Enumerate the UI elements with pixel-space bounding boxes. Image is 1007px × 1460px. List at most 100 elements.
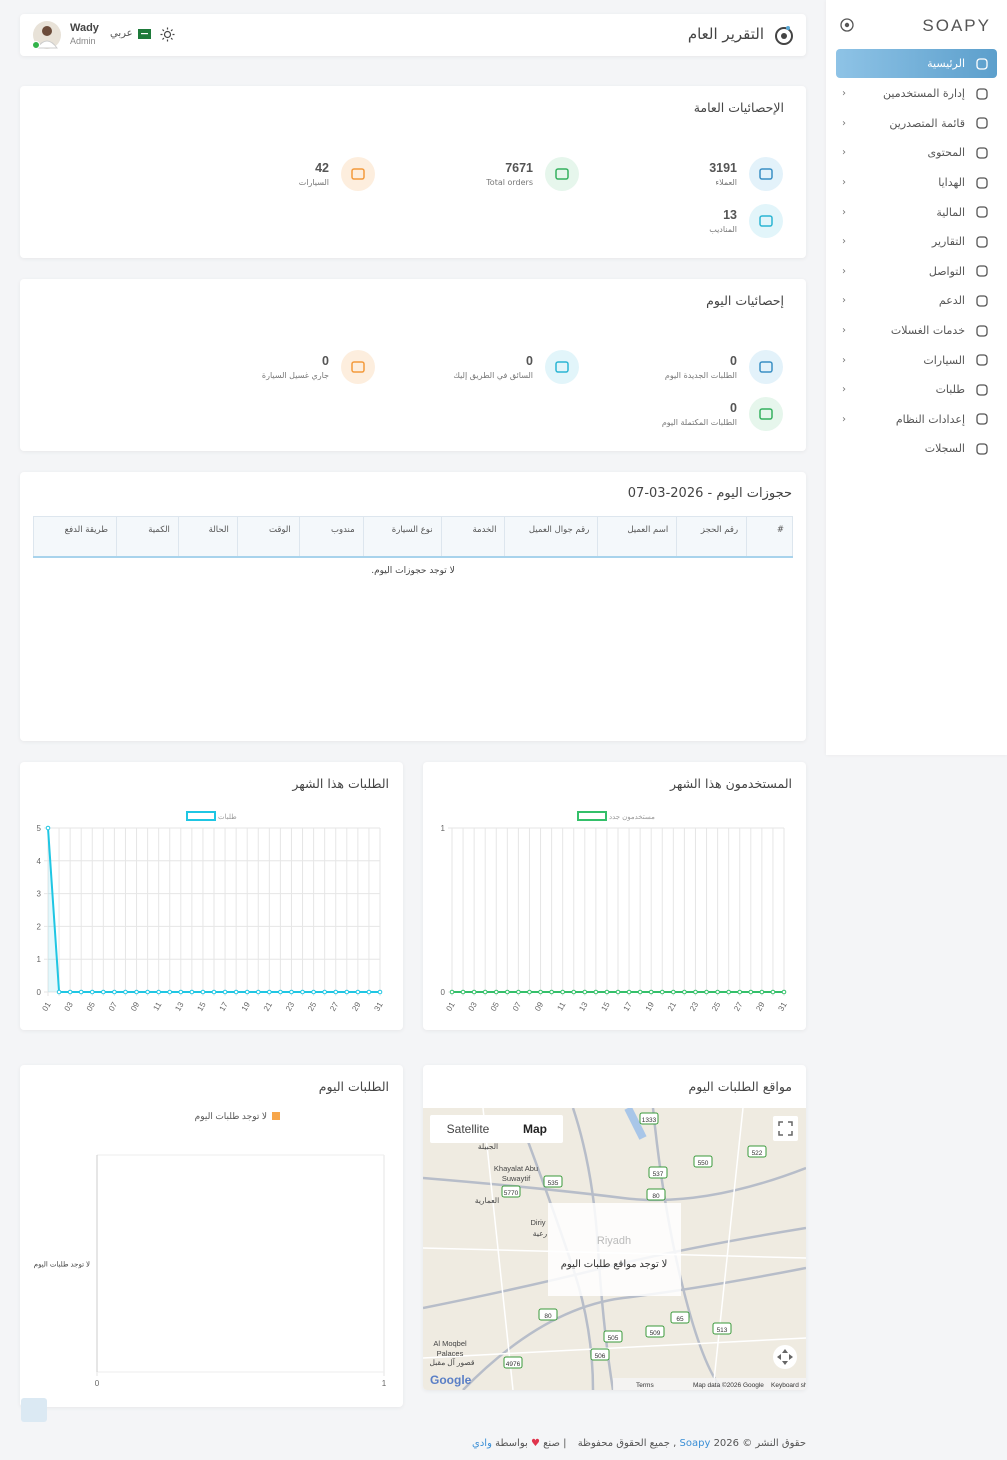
nav-label: المحتوى xyxy=(927,146,965,160)
x-tick-label: 19 xyxy=(644,1000,657,1013)
data-point xyxy=(693,989,698,995)
made: | صنع xyxy=(543,1438,567,1449)
chevron: ‹ xyxy=(842,384,846,396)
stats-grid: 0 الطلبات الجديدة اليوم 0 السائق في الطريق … xyxy=(171,343,783,437)
data-point xyxy=(626,989,632,995)
place-label: Diriy xyxy=(531,1218,546,1227)
stat-label: الطلبات الجديدة اليوم xyxy=(664,370,737,380)
language-switch[interactable]: عربي xyxy=(110,28,133,39)
nav-item[interactable]: خدمات الغسلات ‹ xyxy=(836,316,997,346)
map-type-button[interactable]: Map xyxy=(523,1122,547,1136)
stats-grid: 3191 العملاء 7671 Total orders 42 السيارات 13 ا… xyxy=(171,150,783,244)
nav-label: السيارات xyxy=(923,353,965,367)
header-icon xyxy=(775,26,793,45)
map-type-button[interactable]: Satellite xyxy=(447,1122,490,1136)
place-label: Palaces xyxy=(437,1349,464,1358)
stat-label: الطلبات المكتملة اليوم xyxy=(661,417,737,427)
column-header: طريقة الدفع xyxy=(33,516,117,558)
nav-item[interactable]: إعدادات النظام ‹ xyxy=(836,405,997,435)
column-header: رقم الحجز xyxy=(676,516,748,558)
data-point xyxy=(759,989,765,995)
nav-icon xyxy=(976,117,988,130)
stat-text: 3191 العملاء xyxy=(709,161,737,187)
card-title: الإحصائيات العامة xyxy=(693,100,784,115)
stat-glyph-shape xyxy=(759,360,773,373)
stat-icon xyxy=(749,203,783,238)
stat-label: جاري غسيل السيارة xyxy=(261,370,329,380)
nav-item[interactable]: طلبات ‹ xyxy=(836,375,997,405)
brand-link[interactable]: Soapy xyxy=(679,1438,711,1449)
map-footer-link[interactable]: Terms xyxy=(636,1382,654,1389)
place-label: قصور آل مقبل xyxy=(429,1357,474,1367)
nav-label: السجلات xyxy=(924,442,965,456)
theme-toggle[interactable] xyxy=(160,27,175,42)
stat-label: السائق في الطريق إليك xyxy=(453,370,533,380)
copyright: حقوق النشر © 2026 xyxy=(713,1438,806,1449)
legend-swatch xyxy=(577,811,607,821)
road-number: 4976 xyxy=(506,1361,521,1368)
user-name: Wady xyxy=(70,22,99,34)
scroll-top-button[interactable] xyxy=(21,1398,47,1422)
road-number: 537 xyxy=(653,1171,664,1178)
stat-item: 0 الطلبات المكتملة اليوم xyxy=(579,390,783,437)
map[interactable]: 1333 537 550 522 535 80 5770 65 513 505 509 506 4976… xyxy=(423,1108,806,1390)
stat-label: العملاء xyxy=(715,177,737,187)
nav-item[interactable]: التقارير ‹ xyxy=(836,227,997,257)
stat-value: 13 xyxy=(723,207,737,222)
data-point xyxy=(123,989,128,995)
x-tick-label: 01 xyxy=(40,1000,53,1013)
nav-item[interactable]: الدعم ‹ xyxy=(836,286,997,316)
place-label: Al Moqbel xyxy=(433,1339,467,1348)
nav-item[interactable]: السيارات ‹ xyxy=(836,345,997,375)
nav-item[interactable]: السجلات xyxy=(836,434,997,464)
road-shield xyxy=(501,1185,521,1198)
road-number: 505 xyxy=(608,1335,619,1342)
nav-item[interactable]: الهدايا ‹ xyxy=(836,168,997,198)
x-tick-label: 21 xyxy=(666,1000,679,1013)
stat-glyph xyxy=(555,167,569,180)
data-point xyxy=(112,989,117,995)
data-point xyxy=(682,989,687,995)
nav-icon xyxy=(976,57,988,70)
stat-item: 7671 Total orders xyxy=(375,150,579,197)
nav-item[interactable]: المالية ‹ xyxy=(836,197,997,227)
nav-icon xyxy=(976,265,988,278)
nav-item[interactable]: إدارة المستخدمين ‹ xyxy=(836,79,997,109)
toggle-icon[interactable] xyxy=(840,18,854,32)
data-point xyxy=(333,989,339,995)
data-point xyxy=(189,989,195,995)
stat-item: 42 السيارات xyxy=(171,150,375,197)
nav-item[interactable]: المحتوى ‹ xyxy=(836,138,997,168)
data-point xyxy=(101,989,106,995)
fullscreen-button[interactable] xyxy=(773,1116,798,1141)
camera-control[interactable] xyxy=(773,1345,797,1369)
data-point xyxy=(737,989,743,995)
x-tick-label: 23 xyxy=(688,1000,701,1013)
nav-label: خدمات الغسلات xyxy=(890,324,965,338)
stat-icon xyxy=(749,396,783,431)
place-label: Riyadh xyxy=(597,1235,631,1247)
author-link[interactable]: وادي xyxy=(472,1438,492,1449)
nav-item[interactable]: قائمة المتصدرين ‹ xyxy=(836,109,997,139)
road-shield xyxy=(747,1145,767,1158)
nav-item[interactable]: التواصل ‹ xyxy=(836,257,997,287)
chevron: ‹ xyxy=(842,265,846,277)
stat-label: السيارات xyxy=(298,177,329,187)
x-tick-label: 17 xyxy=(218,1000,231,1013)
nav-item[interactable]: الرئيسية xyxy=(836,49,997,78)
stat-text: 7671 Total orders xyxy=(486,161,533,187)
stat-value: 0 xyxy=(730,353,737,368)
stat-glyph-shape xyxy=(351,360,365,373)
data-point xyxy=(145,989,150,995)
avatar[interactable] xyxy=(32,20,62,50)
data-point xyxy=(604,989,610,995)
nav-label: المالية xyxy=(936,205,965,219)
map-footer-link[interactable]: Keyboard shortcuts xyxy=(771,1382,806,1389)
data-point xyxy=(244,989,250,995)
data-point xyxy=(560,989,565,995)
stat-value: 7671 xyxy=(505,160,533,175)
road-shield xyxy=(712,1322,732,1335)
nav-label: طلبات xyxy=(935,383,965,397)
stat-glyph-shape xyxy=(759,407,773,420)
nav-icon xyxy=(976,295,988,307)
